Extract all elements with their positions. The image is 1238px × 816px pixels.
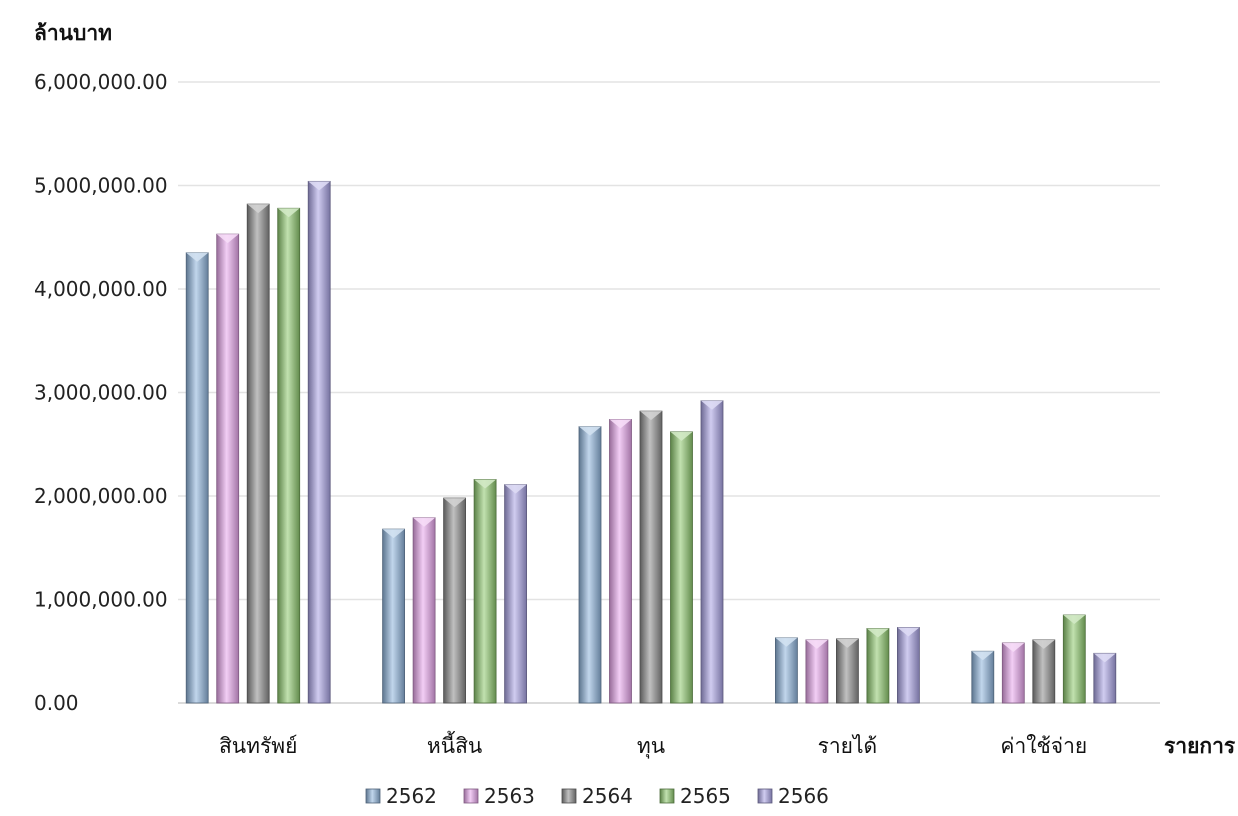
y-tick-label: 5,000,000.00 — [34, 174, 168, 198]
bar — [412, 517, 436, 704]
legend-item: 2566 — [757, 784, 829, 808]
bar — [246, 203, 270, 704]
legend-item: 2565 — [659, 784, 731, 808]
legend-label: 2564 — [582, 784, 633, 808]
bar — [382, 528, 406, 704]
bar — [866, 628, 890, 704]
bar — [473, 479, 497, 704]
bar — [897, 627, 920, 704]
legend-item: 2562 — [365, 784, 437, 808]
bar — [216, 233, 240, 704]
bar — [1062, 614, 1086, 704]
bars — [185, 180, 1117, 704]
y-tick-label: 1,000,000.00 — [34, 588, 168, 612]
bar — [443, 497, 467, 704]
x-tick-label: หนี้สิน — [427, 731, 482, 758]
bar — [1032, 639, 1056, 704]
legend-label: 2566 — [778, 784, 829, 808]
legend-swatch — [659, 788, 675, 804]
bar — [609, 419, 632, 704]
bar — [1093, 652, 1117, 704]
bar — [1001, 642, 1025, 704]
legend-swatch — [757, 788, 773, 804]
gridlines — [178, 81, 1160, 704]
x-axis-title: รายการ — [1164, 734, 1236, 758]
bar — [185, 252, 209, 704]
y-tick-label: 4,000,000.00 — [34, 277, 168, 301]
legend-label: 2562 — [386, 784, 437, 808]
bar — [639, 410, 663, 704]
legend-label: 2563 — [484, 784, 535, 808]
x-tick-label: ทุน — [637, 734, 665, 759]
x-tick-label: สินทรัพย์ — [219, 734, 297, 758]
bar — [277, 207, 301, 704]
bar — [504, 484, 528, 704]
x-tick-label: รายได้ — [818, 734, 878, 758]
bar — [578, 426, 602, 704]
y-tick-label: 3,000,000.00 — [34, 381, 168, 405]
x-axis-categories: สินทรัพย์ หนี้สิน ทุน รายได้ ค่าใช้จ่าย — [219, 731, 1087, 759]
y-tick-label: 6,000,000.00 — [34, 70, 168, 94]
legend-item: 2564 — [561, 784, 633, 808]
legend-swatch — [561, 788, 577, 804]
bar — [307, 180, 331, 704]
y-tick-label: 0.00 — [34, 691, 79, 715]
y-tick-label: 2,000,000.00 — [34, 484, 168, 508]
bar — [775, 637, 798, 704]
legend-item: 2563 — [463, 784, 535, 808]
y-axis-ticks: 0.00 1,000,000.00 2,000,000.00 3,000,000.00… — [34, 70, 168, 715]
legend-swatch — [365, 788, 381, 804]
y-axis-title: ล้านบาท — [34, 21, 112, 45]
bar — [700, 400, 724, 704]
x-tick-label: ค่าใช้จ่าย — [1000, 734, 1087, 758]
legend-label: 2565 — [680, 784, 731, 808]
legend: 2562 2563 2564 2565 2566 — [365, 784, 829, 808]
bar — [971, 650, 995, 704]
legend-swatch — [463, 788, 479, 804]
bar — [805, 639, 829, 704]
bar — [836, 638, 859, 704]
bar — [670, 431, 693, 704]
